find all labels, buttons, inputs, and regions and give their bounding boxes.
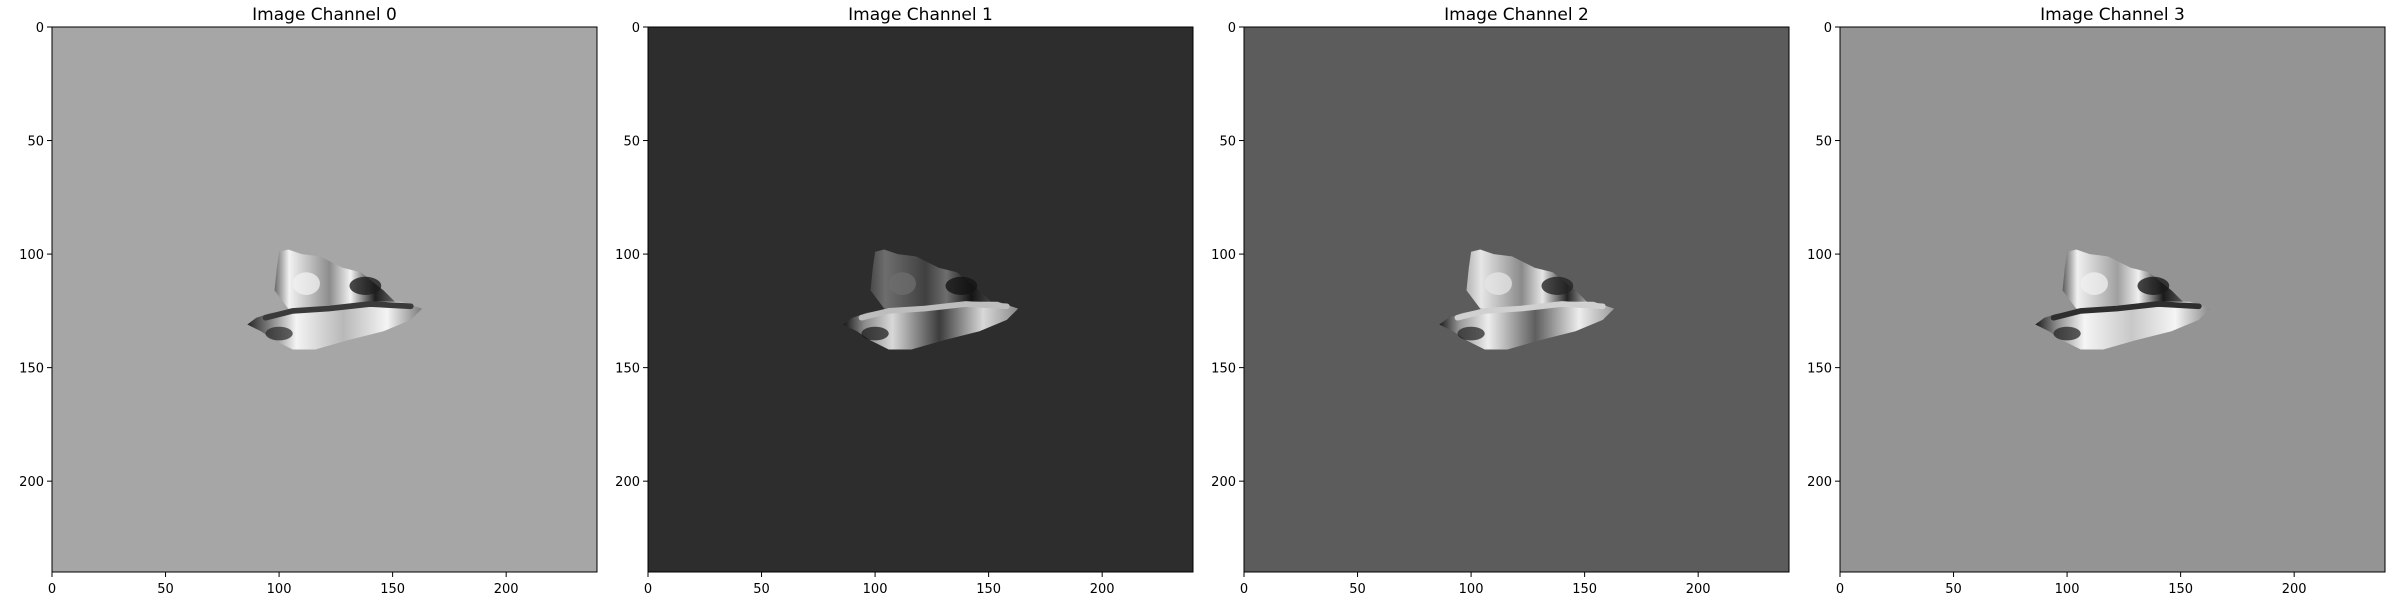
lower-dark-spot [861, 326, 889, 341]
x-tick-label: 100 [2055, 582, 2080, 597]
panel-title: Image Channel 3 [2040, 5, 2185, 25]
tissue-upper-region [2062, 249, 2186, 311]
tissue-upper-region [1466, 249, 1590, 311]
upper-highlight [292, 272, 320, 295]
upper-dark-spot [1541, 276, 1574, 295]
x-tick-label: 200 [494, 582, 519, 597]
y-tick-label: 50 [1815, 135, 1832, 150]
x-tick-label: 50 [157, 582, 174, 597]
x-tick-label: 100 [863, 582, 888, 597]
y-tick-label: 200 [1807, 475, 1832, 490]
tissue-upper-region [870, 249, 994, 311]
lower-dark-spot [265, 326, 293, 341]
y-tick-label: 150 [1211, 362, 1236, 377]
lower-dark-spot [1457, 326, 1485, 341]
panel-title: Image Channel 2 [1444, 5, 1589, 25]
tissue-boundary [858, 301, 1010, 321]
y-tick-label: 0 [632, 21, 640, 36]
panel-channel-0: Image Channel 0 0 50 100 150 200 0 50 100 150 200 [19, 5, 598, 597]
panel-channel-2: Image Channel 2 0 50 100 150 200 0 50 100 150 200 [1211, 5, 1790, 597]
y-tick-label: 50 [623, 135, 640, 150]
axes-frame [1839, 26, 2386, 573]
x-tick-label: 50 [753, 582, 770, 597]
x-tick-label: 50 [1945, 582, 1962, 597]
x-tick-label: 100 [1459, 582, 1484, 597]
y-tick-label: 100 [1807, 248, 1832, 263]
upper-highlight [2080, 272, 2108, 295]
x-tick-label: 0 [1240, 582, 1248, 597]
panel-title: Image Channel 1 [848, 5, 993, 25]
axes-frame [51, 26, 598, 573]
y-tick-label: 50 [27, 135, 44, 150]
x-tick-label: 200 [1090, 582, 1115, 597]
y-tick-label: 0 [36, 21, 44, 36]
y-tick-label: 100 [615, 248, 640, 263]
y-tick-label: 0 [1824, 21, 1832, 36]
axes-frame [647, 26, 1194, 573]
upper-dark-spot [945, 276, 978, 295]
y-tick-label: 50 [1219, 135, 1236, 150]
y-tick-label: 150 [1807, 362, 1832, 377]
image-area [1244, 27, 1789, 572]
upper-dark-spot [349, 276, 382, 295]
x-tick-label: 100 [267, 582, 292, 597]
x-tick-label: 0 [48, 582, 56, 597]
image-area [648, 27, 1193, 572]
y-tick-label: 200 [1211, 475, 1236, 490]
upper-dark-spot [2137, 276, 2170, 295]
panel-channel-1: Image Channel 1 0 50 100 150 200 0 50 100 150 200 [615, 5, 1194, 597]
x-tick-label: 150 [976, 582, 1001, 597]
y-tick-label: 100 [1211, 248, 1236, 263]
x-tick-label: 150 [2168, 582, 2193, 597]
tissue-boundary [2050, 301, 2202, 321]
x-tick-label: 0 [1836, 582, 1844, 597]
tissue-upper-region [274, 249, 398, 311]
x-tick-label: 200 [1686, 582, 1711, 597]
y-tick-label: 150 [615, 362, 640, 377]
upper-highlight [1484, 272, 1512, 295]
y-tick-label: 100 [19, 248, 44, 263]
y-tick-label: 150 [19, 362, 44, 377]
y-tick-label: 200 [615, 475, 640, 490]
x-tick-label: 50 [1349, 582, 1366, 597]
x-tick-label: 150 [380, 582, 405, 597]
panel-title: Image Channel 0 [252, 5, 397, 25]
y-tick-label: 0 [1228, 21, 1236, 36]
axes-frame [1243, 26, 1790, 573]
lower-dark-spot [2053, 326, 2081, 341]
y-tick-label: 200 [19, 475, 44, 490]
x-tick-label: 150 [1572, 582, 1597, 597]
image-area [52, 27, 597, 572]
panels: Image Channel 00 50 100 150 200050100150200I… [19, 5, 2386, 597]
image-area [1840, 27, 2385, 572]
tissue-boundary [262, 301, 414, 321]
x-tick-label: 0 [644, 582, 652, 597]
x-tick-label: 200 [2282, 582, 2307, 597]
tissue-boundary [1454, 301, 1606, 321]
upper-highlight [888, 272, 916, 295]
panel-channel-3: Image Channel 3 0 50 100 150 200 0 50 100 150 200 [1807, 5, 2386, 597]
